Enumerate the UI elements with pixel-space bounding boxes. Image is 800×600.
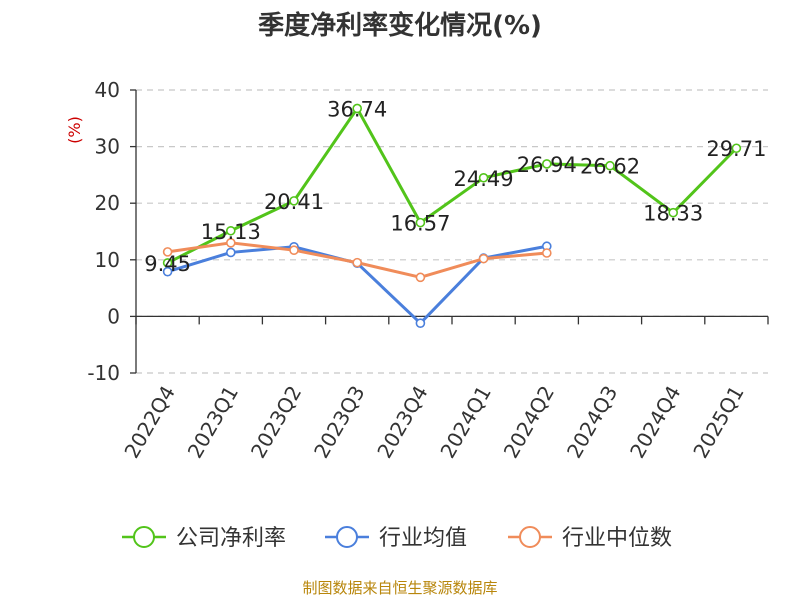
- data-point: [162, 247, 173, 257]
- data-point: [352, 103, 363, 114]
- data-point: [415, 318, 426, 328]
- legend-marker: [519, 526, 541, 548]
- y-axis-label: (%): [65, 116, 84, 144]
- x-tick-label: 2024Q3: [562, 382, 622, 463]
- axes: [130, 89, 769, 374]
- source-note: 制图数据来自恒生聚源数据库: [302, 579, 497, 597]
- y-tick-labels: -10 0 10 20 30 40: [87, 78, 120, 385]
- data-point: [478, 253, 489, 264]
- data-point: [731, 143, 742, 154]
- x-tick-label: 2022Q4: [119, 382, 179, 463]
- series: [162, 103, 742, 328]
- legend-label: 行业中位数: [562, 526, 672, 551]
- data-point: [605, 160, 615, 171]
- data-point: [289, 245, 299, 255]
- y-tick-label: 0: [107, 304, 120, 328]
- data-point: [415, 272, 426, 283]
- legend-label: 行业均值: [379, 526, 467, 551]
- legend-marker: [336, 526, 358, 548]
- series-line: [166, 106, 738, 265]
- x-tick-label: 2025Q1: [688, 382, 748, 463]
- data-point: [226, 225, 236, 236]
- chart-title: 季度净利率变化情况(%): [258, 10, 542, 41]
- x-tick-labels: 2022Q4 2023Q1 2023Q2 2023Q3 2023Q4 2024Q1 2024…: [119, 381, 748, 462]
- data-label: 29.71: [706, 137, 766, 161]
- x-tick-label: 2023Q3: [309, 382, 369, 463]
- data-label: 20.41: [264, 190, 324, 214]
- data-point: [289, 196, 299, 206]
- data-point: [415, 217, 426, 228]
- data-label: 9.45: [144, 252, 191, 276]
- data-label: 26.62: [580, 155, 640, 179]
- data-label: 26.94: [517, 153, 577, 177]
- data-label: 18.33: [643, 202, 703, 226]
- data-point: [352, 257, 363, 268]
- y-tick-label: 40: [95, 78, 120, 102]
- data-point: [541, 248, 552, 258]
- x-tick-label: 2024Q1: [435, 381, 495, 462]
- legend-marker: [133, 526, 155, 548]
- data-point: [226, 247, 236, 258]
- data-label: 16.57: [390, 212, 450, 236]
- data-point: [668, 207, 679, 218]
- legend: 公司净利率 行业均值 行业中位数: [122, 526, 672, 551]
- data-label: 15.13: [201, 220, 261, 244]
- x-tick-label: 2023Q2: [246, 382, 306, 463]
- data-point: [226, 238, 236, 248]
- data-point: [162, 266, 173, 277]
- legend-label: 公司净利率: [176, 526, 286, 551]
- x-tick-label: 2023Q4: [372, 382, 432, 463]
- y-tick-label: -10: [87, 361, 120, 385]
- x-tick-label: 2023Q1: [183, 382, 243, 463]
- x-tick-label: 2024Q2: [499, 382, 559, 463]
- data-point: [478, 172, 489, 183]
- data-label: 36.74: [327, 97, 387, 121]
- x-tick-label: 2024Q4: [625, 382, 685, 463]
- data-point: [541, 159, 552, 169]
- y-tick-label: 10: [95, 248, 120, 272]
- y-tick-label: 30: [95, 135, 120, 159]
- y-tick-label: 20: [95, 191, 120, 215]
- data-label: 24.49: [454, 167, 514, 191]
